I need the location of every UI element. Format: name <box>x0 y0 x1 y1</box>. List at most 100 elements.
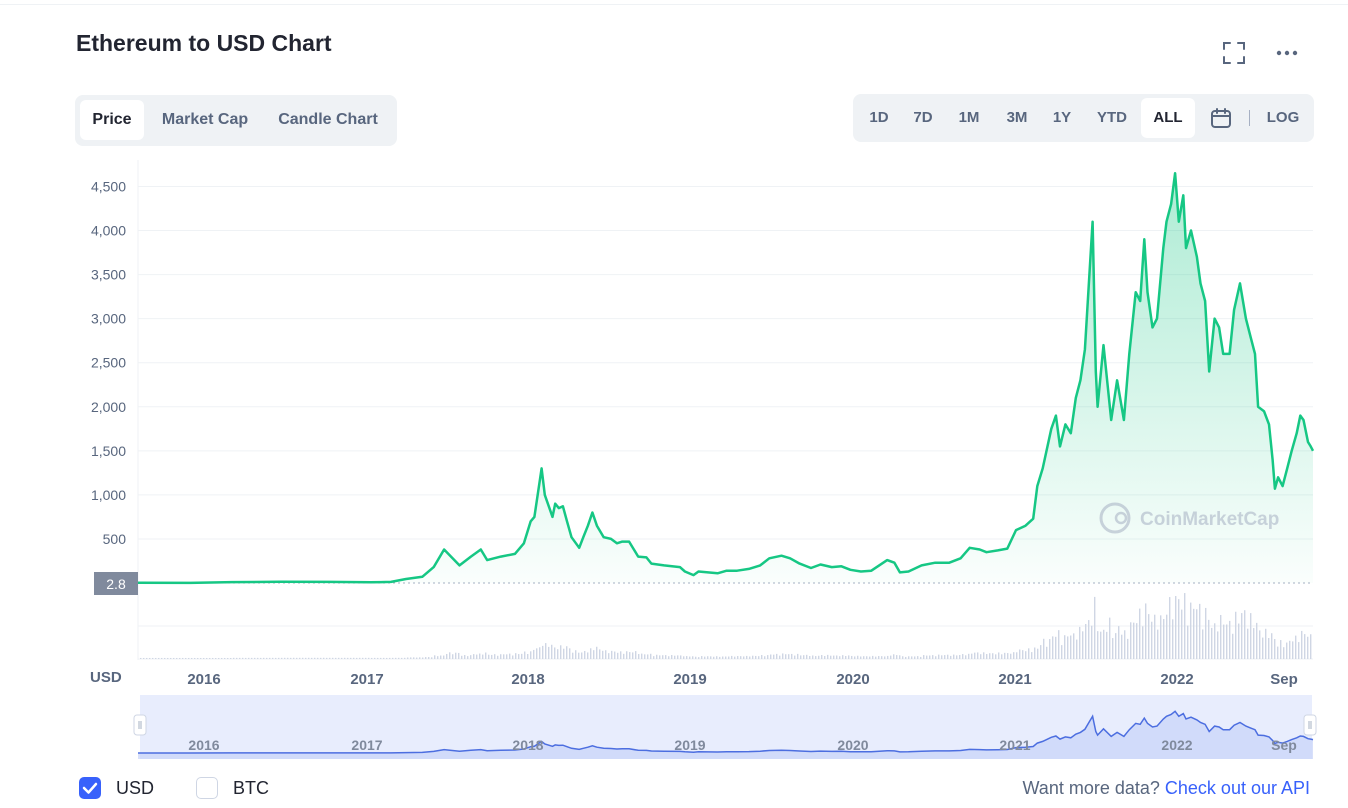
volume-bar <box>587 652 589 659</box>
volume-bar <box>206 657 208 659</box>
range-1m[interactable]: 1M <box>958 109 980 126</box>
range-all[interactable]: ALL <box>1141 98 1195 138</box>
tab-market-cap[interactable]: Market Cap <box>161 111 249 128</box>
volume-bars <box>140 593 1312 659</box>
volume-bar <box>1070 635 1072 659</box>
volume-bar <box>539 647 541 659</box>
volume-bar <box>197 657 199 659</box>
volume-bar <box>641 653 643 659</box>
volume-bar <box>392 657 394 659</box>
volume-bar <box>242 657 244 659</box>
volume-bar <box>212 657 214 659</box>
volume-bar <box>614 651 616 659</box>
volume-bar <box>836 655 838 659</box>
volume-bar <box>179 657 181 659</box>
volume-bar <box>563 648 565 659</box>
log-toggle[interactable]: LOG <box>1266 109 1300 126</box>
volume-bar <box>842 655 844 659</box>
volume-bar <box>1109 617 1111 659</box>
volume-bar <box>1001 654 1003 659</box>
volume-bar <box>245 657 247 659</box>
tab-price[interactable]: Price <box>80 100 144 140</box>
volume-bar <box>839 656 841 659</box>
range-ytd[interactable]: YTD <box>1097 109 1127 126</box>
tab-candle-chart[interactable]: Candle Chart <box>278 111 378 128</box>
volume-bar <box>734 656 736 659</box>
range-3m[interactable]: 3M <box>1006 109 1028 126</box>
y-tick-label: 1,000 <box>91 487 126 503</box>
range-1y[interactable]: 1Y <box>1052 109 1072 126</box>
price-line <box>137 171 1315 585</box>
volume-bar <box>998 652 1000 659</box>
volume-bar <box>881 656 883 659</box>
navigator-tick-label: 2020 <box>837 737 868 753</box>
drag-handle-icon[interactable] <box>133 714 147 736</box>
volume-bar <box>638 654 640 659</box>
volume-bar <box>170 657 172 659</box>
api-link[interactable]: Check out our API <box>1164 778 1310 798</box>
volume-bar <box>287 657 289 659</box>
volume-bar <box>1211 627 1213 659</box>
volume-bar <box>182 657 184 659</box>
fullscreen-icon[interactable] <box>1219 38 1249 68</box>
volume-bar <box>428 657 430 659</box>
volume-bar <box>890 655 892 659</box>
volume-bar <box>746 655 748 659</box>
range-7d[interactable]: 7D <box>913 109 933 126</box>
volume-bar <box>773 654 775 659</box>
volume-bar <box>191 657 193 659</box>
volume-bar <box>515 653 517 659</box>
volume-bar <box>671 655 673 659</box>
calendar-icon[interactable] <box>1203 98 1239 138</box>
btc-checkbox[interactable] <box>196 777 218 799</box>
volume-bar <box>1226 624 1228 659</box>
volume-bar <box>281 657 283 659</box>
volume-bar <box>185 657 187 659</box>
volume-bar <box>368 657 370 659</box>
volume-bar <box>650 653 652 659</box>
volume-bar <box>605 650 607 659</box>
volume-bar <box>320 657 322 659</box>
volume-bar <box>437 656 439 659</box>
volume-bar <box>740 656 742 659</box>
volume-bar <box>572 652 574 659</box>
volume-bar <box>1055 636 1057 659</box>
usd-checkbox[interactable] <box>79 777 101 799</box>
page-title: Ethereum to USD Chart <box>76 30 332 56</box>
volume-bar <box>965 655 967 659</box>
volume-bar <box>1292 641 1294 659</box>
navigator-tick-label: 2016 <box>188 737 219 753</box>
volume-bar <box>692 656 694 659</box>
volume-bar <box>239 657 241 659</box>
volume-bar <box>1106 631 1108 659</box>
volume-bar <box>1247 628 1249 659</box>
volume-bar <box>1277 646 1279 659</box>
volume-bar <box>1037 648 1039 659</box>
volume-bar <box>878 656 880 659</box>
volume-bar <box>251 657 253 659</box>
volume-bar <box>857 655 859 659</box>
volume-bar <box>1301 630 1303 659</box>
volume-bar <box>146 657 148 659</box>
volume-bar <box>1085 624 1087 659</box>
volume-bar <box>545 643 547 659</box>
x-tick-label: 2022 <box>1160 671 1193 688</box>
volume-bar <box>815 656 817 659</box>
navigator-tick-label: Sep <box>1271 737 1297 753</box>
more-icon[interactable] <box>1272 38 1302 68</box>
usd-toggle[interactable]: USD <box>79 777 169 801</box>
volume-bar <box>923 655 925 659</box>
btc-toggle[interactable]: BTC <box>196 777 286 801</box>
volume-bar <box>347 657 349 659</box>
range-1d[interactable]: 1D <box>869 109 889 126</box>
navigator-tick-label: 2021 <box>999 737 1030 753</box>
volume-bar <box>1157 629 1159 659</box>
navigator[interactable]: 2016 2017 2018 2019 2020 2021 2022 Sep <box>133 695 1317 759</box>
volume-bar <box>1007 653 1009 659</box>
volume-bar <box>581 652 583 659</box>
volume-bar <box>248 657 250 659</box>
navigator-tick-label: 2017 <box>351 737 382 753</box>
volume-bar <box>947 654 949 659</box>
volume-bar <box>491 654 493 659</box>
drag-handle-icon[interactable] <box>1303 714 1317 736</box>
